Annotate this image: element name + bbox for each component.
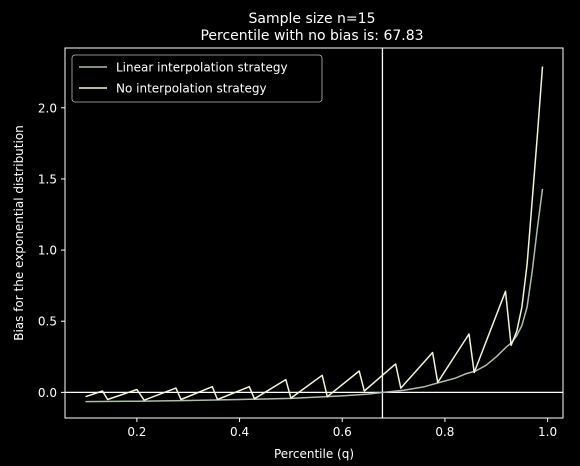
series-line-no-interp: [85, 66, 544, 401]
x-tick-label: 0.4: [230, 425, 249, 439]
legend: Linear interpolation strategy No interpo…: [71, 54, 323, 103]
chart-title-line-1: Sample size n=15: [249, 11, 376, 27]
y-tick-label: 2.0: [38, 101, 57, 115]
x-tick-label: 0.8: [435, 425, 454, 439]
x-axis-label: Percentile (q): [274, 447, 354, 461]
y-tick-label: 0.0: [38, 386, 57, 400]
legend-box: [71, 54, 323, 103]
x-tick-label: 1.0: [538, 425, 557, 439]
x-tick-label: 0.6: [333, 425, 352, 439]
legend-label-linear: Linear interpolation strategy: [116, 61, 288, 75]
series-layer: [85, 66, 544, 403]
y-tick-label: 0.5: [38, 315, 57, 329]
y-axis-label: Bias for the exponential distribution: [12, 125, 26, 341]
chart-title-line-2: Percentile with no bias is: 67.83: [200, 28, 423, 44]
y-tick-label: 1.5: [38, 172, 57, 186]
x-tick-label: 0.2: [127, 425, 146, 439]
y-tick-label: 1.0: [38, 244, 57, 258]
reference-lines: [65, 48, 563, 418]
plot-frame: [64, 47, 564, 419]
tick-layer: 0.2 0.4 0.6 0.8 1.0 0.0 0.5 1.0 1.5 2.0: [38, 101, 557, 439]
legend-label-no-interp: No interpolation strategy: [116, 82, 267, 96]
